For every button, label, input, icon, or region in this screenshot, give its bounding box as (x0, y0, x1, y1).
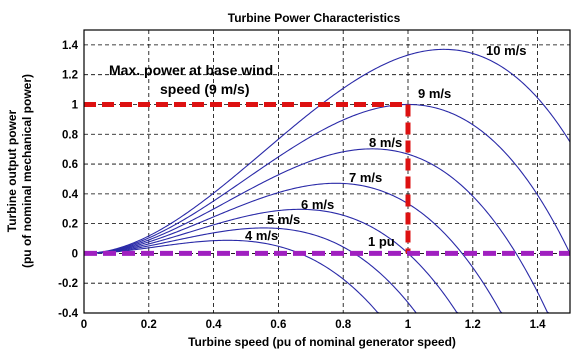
y-tick-label: 0 (72, 248, 78, 260)
y-tick-label: 0.2 (62, 219, 78, 231)
x-tick-label: 1.4 (530, 319, 547, 331)
x-tick-label: 0.8 (335, 319, 352, 331)
plot-frame (83, 29, 571, 314)
curve-8-mps (83, 148, 570, 314)
annotation-one-pu: 1 pu (368, 234, 395, 249)
annotation-max-power-line1: Max. power at base wind (109, 62, 273, 78)
series-curves (83, 48, 571, 314)
x-tick-label: 0.4 (206, 319, 223, 331)
y-tick-label: -0.4 (58, 308, 78, 320)
curve-9-mps (83, 103, 571, 254)
x-axis-label: Turbine speed (pu of nominal generator s… (188, 335, 456, 349)
series-label: 8 m/s (369, 135, 402, 150)
x-tick-label: 0.2 (141, 319, 157, 331)
curve-10-mps (83, 48, 571, 254)
curve-7-mps (83, 182, 570, 314)
series-labels: 10 m/s 9 m/s 8 m/s 7 m/s 6 m/s5 m/s4 m/s (245, 43, 526, 243)
y-tick-label: -0.2 (58, 278, 78, 290)
y-tick-label: 1 (72, 99, 79, 111)
series-label: 6 m/s (301, 197, 334, 212)
curve-5-mps (83, 227, 570, 314)
y-tick-label: 1.2 (62, 70, 78, 82)
series-label: 4 m/s (245, 228, 278, 243)
reference-markers (84, 101, 570, 256)
annotation-max-power-line2: speed (9 m/s) (160, 81, 249, 97)
series-label: 9 m/s (418, 86, 451, 101)
x-tick-label: 1.2 (465, 319, 481, 331)
y-axis-label-line1: Turbine output power (5, 109, 19, 232)
chart-title: Turbine Power Characteristics (228, 11, 401, 25)
series-label: 7 m/s (349, 170, 382, 185)
y-tick-label: 0.4 (62, 189, 79, 201)
y-axis-label-line2: (pu of nominal mechanical power) (20, 74, 34, 268)
x-tick-label: 0.6 (270, 319, 286, 331)
y-tick-label: 0.6 (62, 159, 78, 171)
x-tick-label: 0 (81, 319, 87, 331)
curve-4-mps (84, 239, 570, 314)
x-tick-label: 1 (405, 319, 412, 331)
tick-labels: 0 0.2 0.4 0.6 0.8 1 1.2 1.4 -0.4 -0.2 0 0.2 0.4 0.6 0.… (58, 40, 546, 331)
y-tick-label: 1.4 (62, 40, 79, 52)
y-tick-label: 0.8 (62, 129, 79, 141)
series-label: 10 m/s (486, 43, 526, 58)
series-label: 5 m/s (267, 212, 300, 227)
